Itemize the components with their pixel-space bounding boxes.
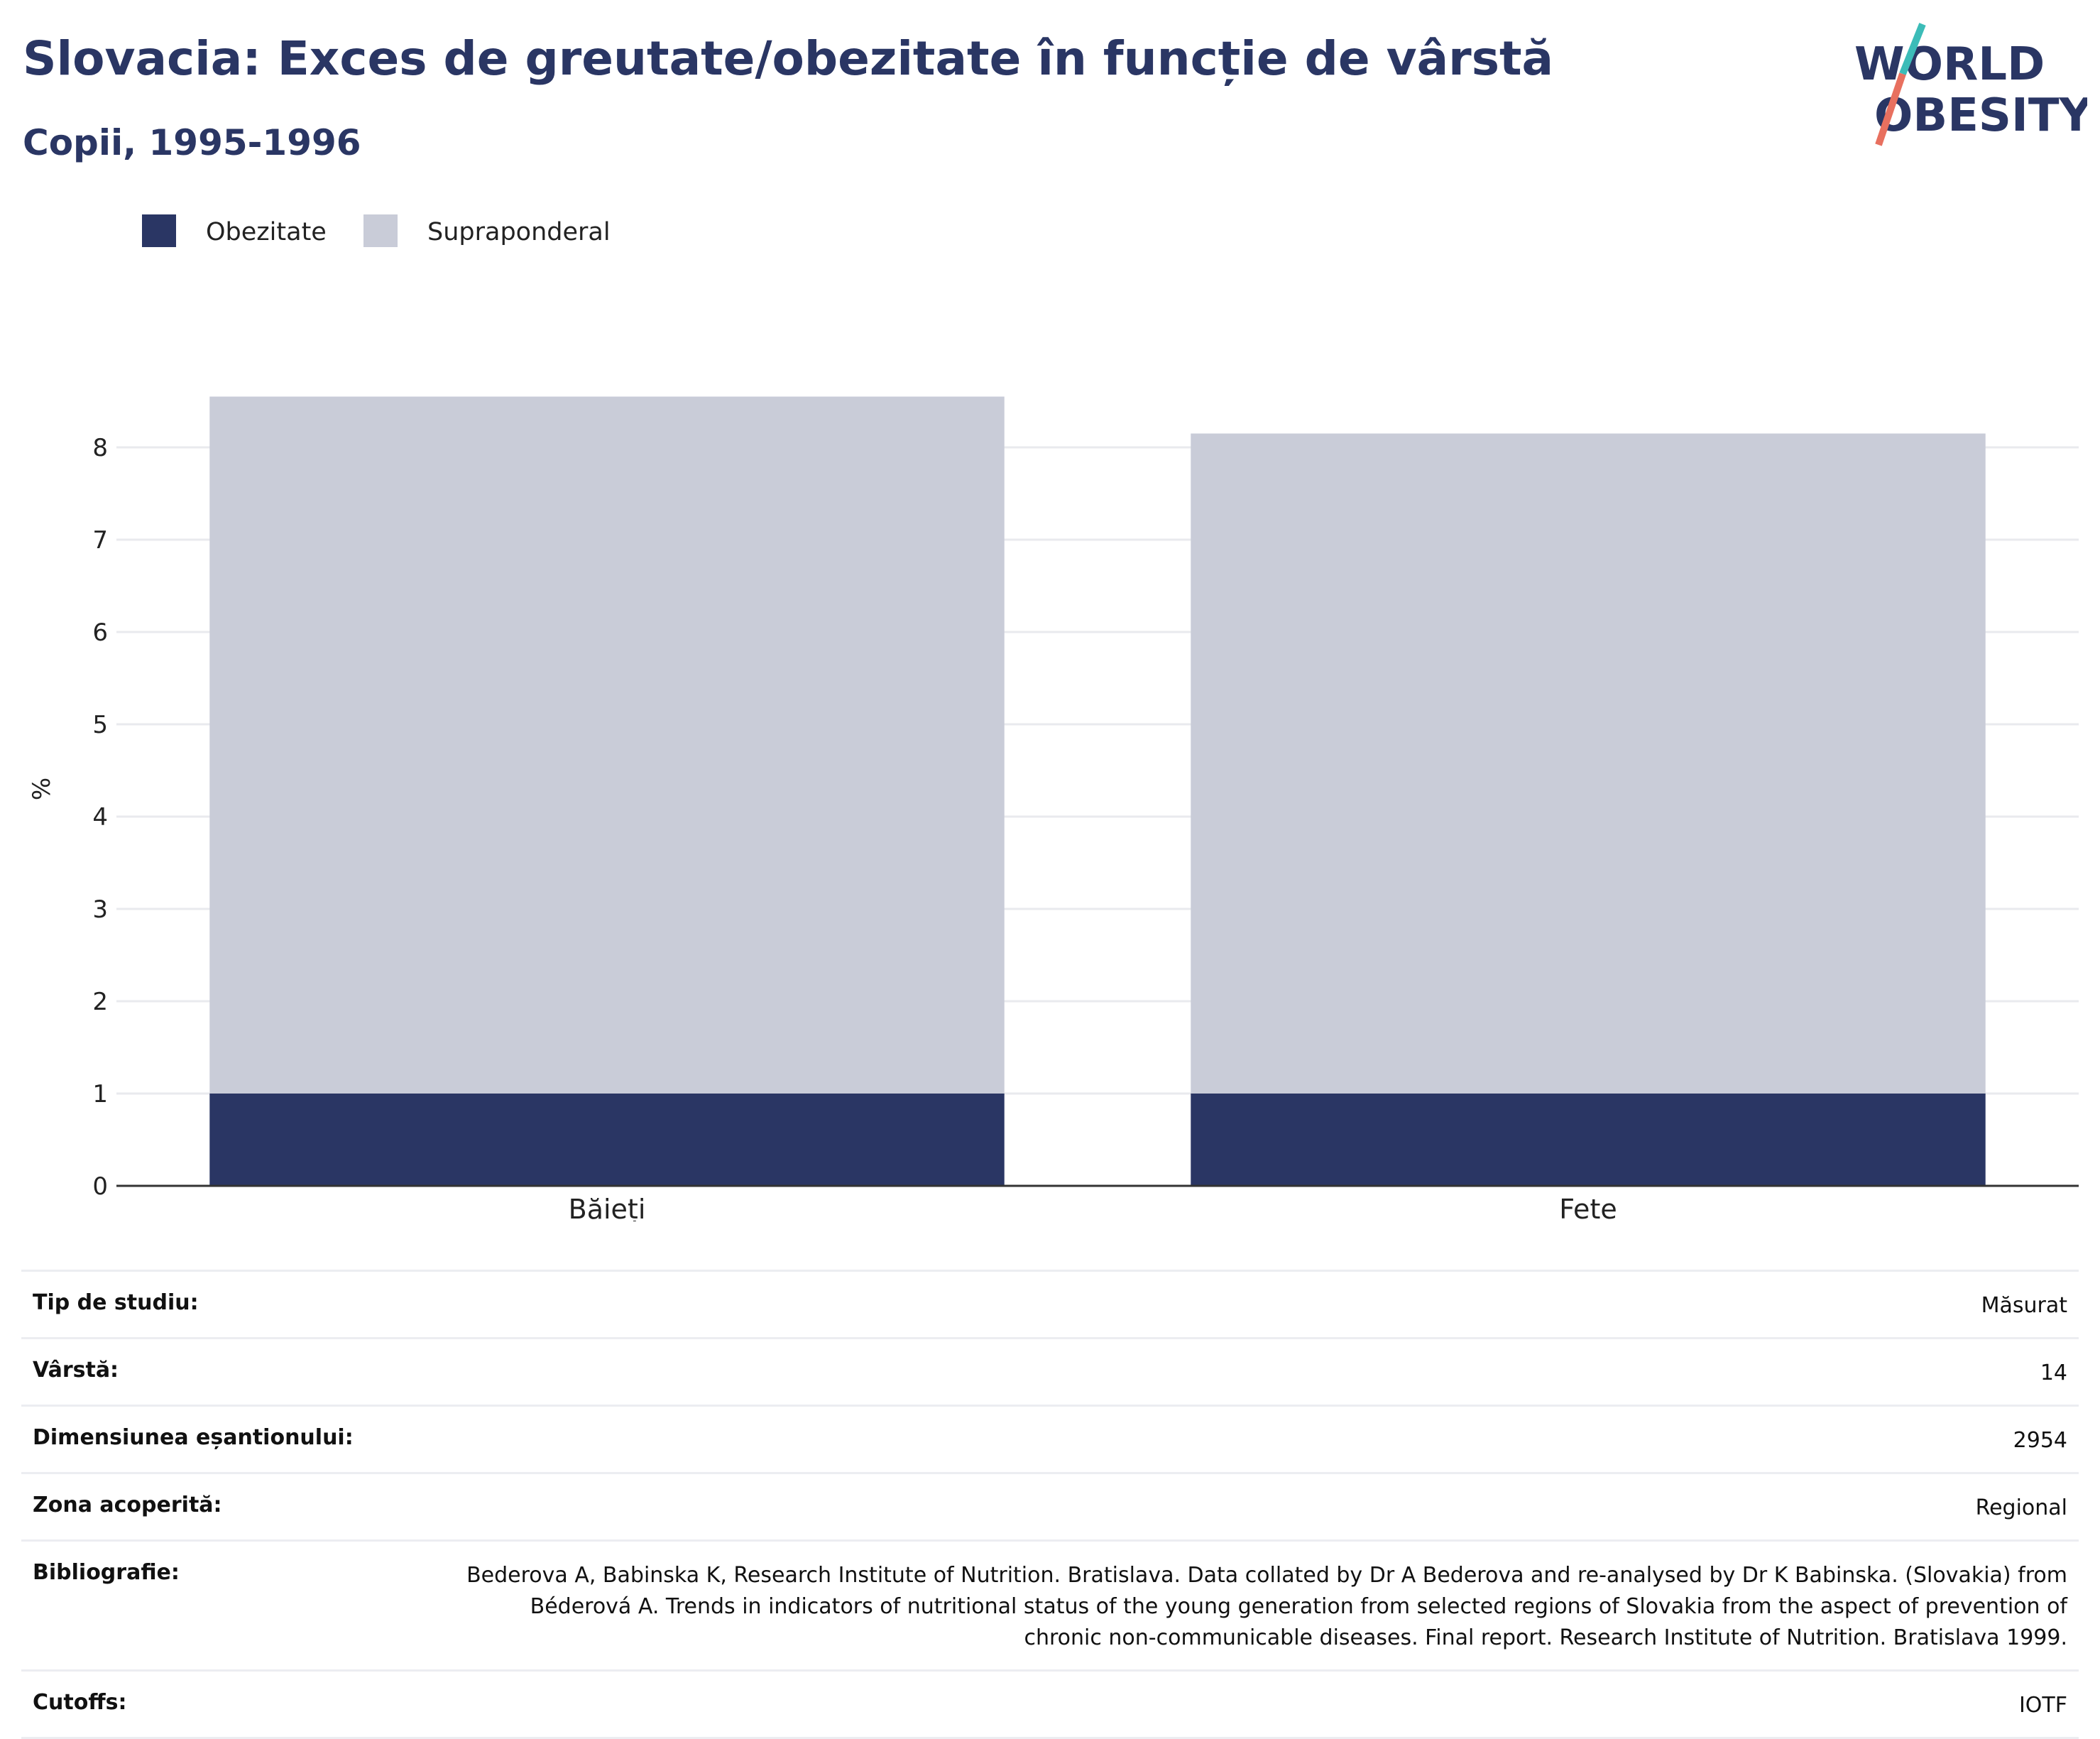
bar-obezitate-1 bbox=[1191, 1094, 1986, 1186]
info-label: Dimensiunea eșantionului: bbox=[21, 1405, 442, 1473]
y-tick-labels: 0 1 2 3 4 5 6 7 8 bbox=[92, 434, 108, 1201]
info-row: Cutoffs: IOTF bbox=[21, 1669, 2079, 1739]
chart-subtitle: Copii, 1995-1996 bbox=[23, 122, 361, 163]
info-value: Bederova A, Babinska K, Research Institu… bbox=[442, 1539, 2079, 1671]
info-label: Vârstă: bbox=[21, 1337, 442, 1406]
logo-word-world: WORLD bbox=[1854, 38, 2045, 91]
y-tick-label: 7 bbox=[92, 526, 108, 555]
info-row: Bibliografie: Bederova A, Babinska K, Res… bbox=[21, 1539, 2079, 1671]
x-tick-label: Băieți bbox=[569, 1194, 646, 1221]
y-tick-label: 5 bbox=[92, 711, 108, 739]
info-row: Tip de studiu: Măsurat bbox=[21, 1270, 2079, 1339]
world-obesity-logo: WORLD OBESITY bbox=[1854, 23, 2087, 146]
y-axis-label: % bbox=[28, 778, 56, 800]
info-label: Tip de studiu: bbox=[21, 1270, 442, 1339]
study-info-table: Tip de studiu: Măsurat Vârstă: 14 Dimensiune… bbox=[21, 1270, 2079, 1739]
info-label: Bibliografie: bbox=[21, 1539, 442, 1671]
info-value: Regional bbox=[442, 1472, 2079, 1541]
x-tick-label: Fete bbox=[1559, 1194, 1617, 1221]
bar-supraponderal-1 bbox=[1191, 433, 1986, 1094]
y-tick-label: 4 bbox=[92, 803, 108, 832]
chart-title: Slovacia: Exces de greutate/obezitate în… bbox=[23, 31, 1554, 86]
logo-word-obesity: OBESITY bbox=[1874, 89, 2087, 142]
logo-slash-coral bbox=[1875, 72, 1906, 146]
legend: Obezitate Supraponderal bbox=[142, 214, 611, 247]
info-value: IOTF bbox=[442, 1669, 2079, 1739]
info-value: Măsurat bbox=[442, 1270, 2079, 1339]
legend-label-obezitate: Obezitate bbox=[206, 218, 327, 246]
x-tick-labels: Băieți Fete bbox=[569, 1194, 1617, 1221]
legend-swatch-obezitate bbox=[142, 214, 176, 247]
info-row: Dimensiunea eșantionului: 2954 bbox=[21, 1405, 2079, 1473]
stacked-bar-chart: 0 1 2 3 4 5 6 7 8 Băieți Fete % Obezitate Suprapon… bbox=[28, 214, 2079, 1221]
y-tick-label: 1 bbox=[92, 1080, 108, 1108]
logo-slash-teal bbox=[1899, 23, 1926, 75]
info-label: Zona acoperită: bbox=[21, 1472, 442, 1541]
bars bbox=[209, 396, 1986, 1186]
y-tick-label: 3 bbox=[92, 895, 108, 924]
y-tick-label: 2 bbox=[92, 988, 108, 1016]
info-value: 2954 bbox=[442, 1405, 2079, 1473]
y-tick-label: 6 bbox=[92, 618, 108, 647]
y-tick-label: 0 bbox=[92, 1172, 108, 1201]
info-row: Zona acoperită: Regional bbox=[21, 1472, 2079, 1541]
info-label: Cutoffs: bbox=[21, 1669, 442, 1739]
info-row: Vârstă: 14 bbox=[21, 1337, 2079, 1406]
legend-label-supraponderal: Supraponderal bbox=[427, 218, 611, 246]
bar-supraponderal-0 bbox=[209, 396, 1005, 1094]
bar-obezitate-0 bbox=[209, 1094, 1005, 1186]
y-tick-label: 8 bbox=[92, 434, 108, 462]
legend-swatch-supraponderal bbox=[363, 214, 398, 247]
info-value: 14 bbox=[442, 1337, 2079, 1406]
